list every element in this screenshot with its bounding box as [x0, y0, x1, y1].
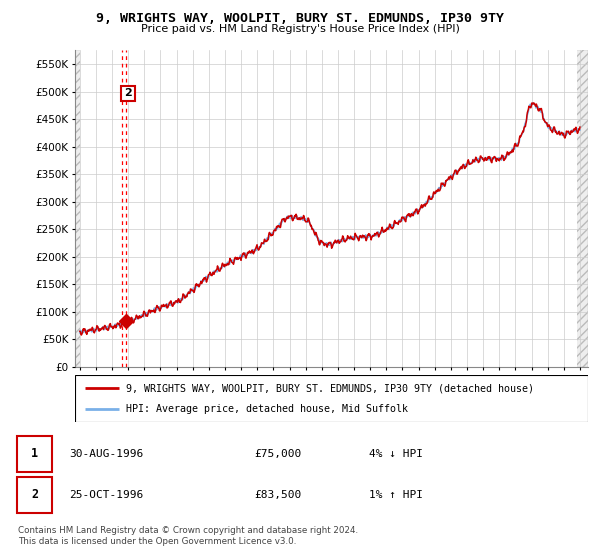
Text: 9, WRIGHTS WAY, WOOLPIT, BURY ST. EDMUNDS, IP30 9TY: 9, WRIGHTS WAY, WOOLPIT, BURY ST. EDMUND…	[96, 12, 504, 25]
Text: 1% ↑ HPI: 1% ↑ HPI	[369, 490, 423, 500]
Text: 1: 1	[31, 447, 38, 460]
Text: 2: 2	[31, 488, 38, 501]
Text: 9, WRIGHTS WAY, WOOLPIT, BURY ST. EDMUNDS, IP30 9TY (detached house): 9, WRIGHTS WAY, WOOLPIT, BURY ST. EDMUND…	[127, 383, 534, 393]
Text: 25-OCT-1996: 25-OCT-1996	[70, 490, 144, 500]
Text: 2: 2	[124, 88, 132, 99]
Bar	[17, 436, 52, 472]
Text: £75,000: £75,000	[254, 449, 301, 459]
Text: 4% ↓ HPI: 4% ↓ HPI	[369, 449, 423, 459]
Text: 30-AUG-1996: 30-AUG-1996	[70, 449, 144, 459]
Bar	[17, 477, 52, 513]
Text: Contains HM Land Registry data © Crown copyright and database right 2024.
This d: Contains HM Land Registry data © Crown c…	[18, 526, 358, 546]
Text: £83,500: £83,500	[254, 490, 301, 500]
Bar	[75, 50, 588, 367]
Text: Price paid vs. HM Land Registry's House Price Index (HPI): Price paid vs. HM Land Registry's House …	[140, 24, 460, 34]
Text: HPI: Average price, detached house, Mid Suffolk: HPI: Average price, detached house, Mid …	[127, 404, 409, 414]
